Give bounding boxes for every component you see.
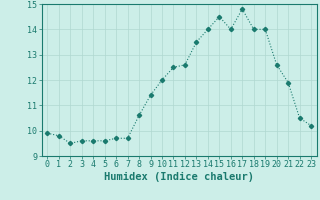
X-axis label: Humidex (Indice chaleur): Humidex (Indice chaleur) <box>104 172 254 182</box>
